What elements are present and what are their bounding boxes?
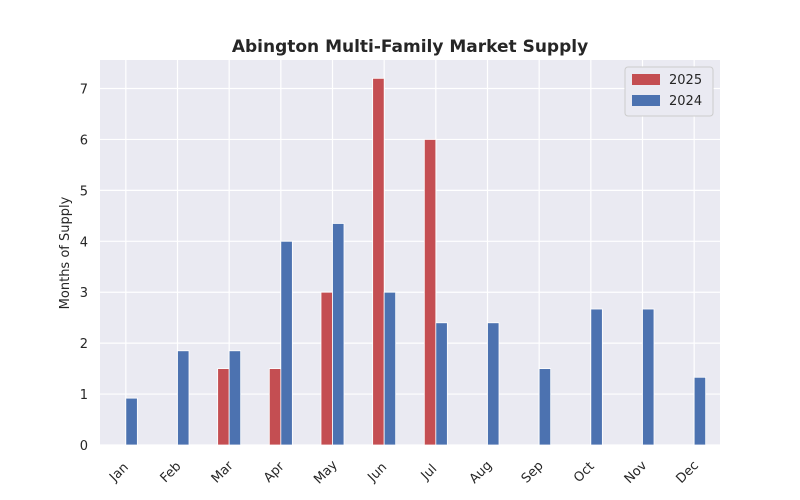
plot-area — [100, 60, 720, 445]
bar-2025-Mar — [217, 368, 230, 446]
x-tick-label: Jun — [364, 460, 390, 486]
bar-2025-Jun — [372, 77, 385, 446]
y-tick-label: 6 — [80, 133, 88, 148]
legend: 2025 2024 — [624, 66, 714, 117]
x-tick-label: Jul — [418, 462, 440, 484]
y-axis-label: Months of Supply — [58, 196, 73, 309]
bar-2024-Jan — [125, 397, 138, 446]
legend-label-2025: 2025 — [669, 73, 702, 88]
bar-2024-Dec — [693, 376, 707, 446]
x-tick-label: Apr — [261, 459, 288, 486]
bar-2024-May — [332, 223, 345, 446]
y-tick-label: 4 — [80, 235, 88, 250]
bar-2024-Jul — [435, 322, 448, 446]
bar-2024-Feb — [177, 350, 190, 446]
legend-swatch-2025 — [632, 74, 660, 85]
x-tick-label: Dec — [673, 458, 701, 486]
y-tick-label: 2 — [80, 337, 88, 352]
y-tick-label: 0 — [80, 439, 88, 454]
y-tick-label: 5 — [80, 184, 88, 199]
x-tick-label: Oct — [571, 459, 598, 486]
bar-2025-May — [320, 291, 333, 446]
bar-2024-Mar — [228, 350, 242, 446]
x-tick-label: Feb — [158, 459, 185, 486]
bar-2024-Nov — [642, 308, 655, 446]
legend-label-2024: 2024 — [669, 94, 702, 109]
x-tick-label: Nov — [622, 458, 651, 487]
x-tick-label: Sep — [519, 459, 547, 487]
bars — [125, 77, 707, 446]
x-axis-ticks: Jan Feb Mar Apr May Jun Jul Aug Sep Oct Nov Dec — [106, 458, 702, 488]
x-tick-label: May — [311, 458, 341, 488]
x-tick-label: Mar — [209, 458, 237, 486]
y-tick-label: 7 — [80, 83, 88, 98]
bar-2024-Jun — [383, 291, 397, 446]
bar-2024-Oct — [590, 308, 603, 446]
bar-2024-Sep — [538, 368, 552, 446]
y-tick-label: 1 — [80, 388, 88, 403]
y-tick-label: 3 — [80, 286, 88, 301]
x-tick-label: Jan — [106, 460, 131, 485]
chart-title: Abington Multi-Family Market Supply — [232, 37, 588, 57]
bar-2024-Apr — [280, 240, 293, 446]
bar-2025-Apr — [268, 368, 282, 446]
bar-2025-Jul — [423, 139, 437, 446]
x-tick-label: Aug — [467, 458, 496, 487]
y-axis-ticks: 0 1 2 3 4 5 6 7 — [80, 83, 88, 454]
legend-swatch-2024 — [632, 95, 660, 106]
bar-2024-Aug — [487, 322, 500, 446]
